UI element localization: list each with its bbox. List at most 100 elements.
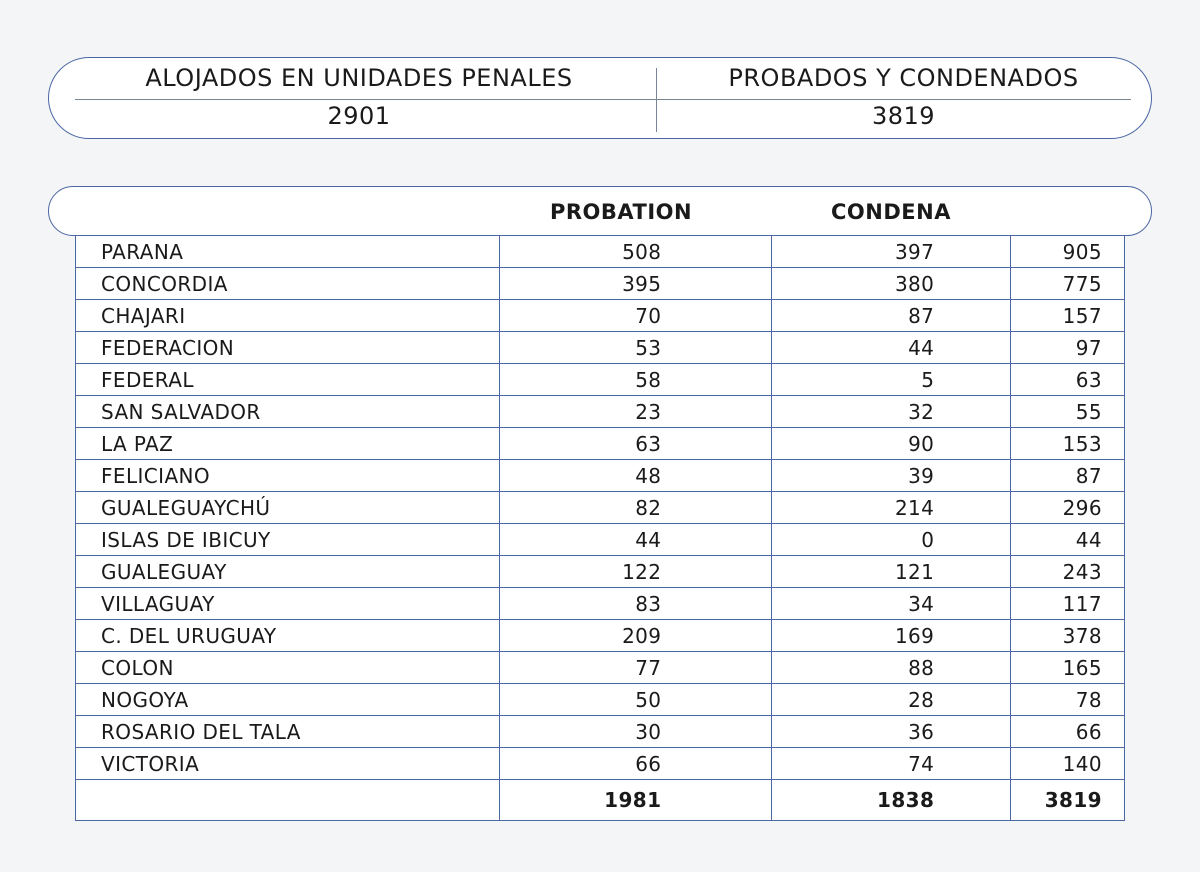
- total-cell: 153: [1010, 427, 1125, 460]
- probation-cell: 122: [498, 555, 773, 588]
- summary-box: ALOJADOS EN UNIDADES PENALES PROBADOS Y …: [48, 57, 1152, 139]
- department-cell: FELICIANO: [75, 459, 500, 492]
- probation-cell: 395: [498, 267, 773, 300]
- probation-cell: 63: [498, 427, 773, 460]
- table-row: SAN SALVADOR 23 32 55: [75, 395, 1125, 428]
- table-row: LA PAZ 63 90 153: [75, 427, 1125, 460]
- department-cell: FEDERAL: [75, 363, 500, 396]
- probation-cell: 66: [498, 747, 773, 780]
- condena-cell: 88: [771, 651, 1012, 684]
- total-department-cell: [75, 779, 500, 821]
- department-cell: LA PAZ: [75, 427, 500, 460]
- probation-cell: 209: [498, 619, 773, 652]
- probation-cell: 58: [498, 363, 773, 396]
- condena-cell: 90: [771, 427, 1012, 460]
- table-row: NOGOYA 50 28 78: [75, 683, 1125, 716]
- total-cell: 78: [1010, 683, 1125, 716]
- total-cell: 378: [1010, 619, 1125, 652]
- department-cell: GUALEGUAY: [75, 555, 500, 588]
- table-row: CHAJARI 70 87 157: [75, 299, 1125, 332]
- total-cell: 905: [1010, 235, 1125, 268]
- total-cell: 44: [1010, 523, 1125, 556]
- department-cell: GUALEGUAYCHÚ: [75, 491, 500, 524]
- divider: [656, 68, 657, 132]
- total-cell: 775: [1010, 267, 1125, 300]
- department-cell: CHAJARI: [75, 299, 500, 332]
- total-cell: 55: [1010, 395, 1125, 428]
- summary-value-alojados: 2901: [327, 102, 391, 130]
- total-probation-cell: 1981: [498, 779, 773, 821]
- probation-cell: 70: [498, 299, 773, 332]
- department-cell: ROSARIO DEL TALA: [75, 715, 500, 748]
- total-cell: 165: [1010, 651, 1125, 684]
- table-row: ISLAS DE IBICUY 44 0 44: [75, 523, 1125, 556]
- total-cell: 243: [1010, 555, 1125, 588]
- probation-cell: 508: [498, 235, 773, 268]
- probation-cell: 23: [498, 395, 773, 428]
- department-cell: NOGOYA: [75, 683, 500, 716]
- total-condena-cell: 1838: [771, 779, 1012, 821]
- table-row: VICTORIA 66 74 140: [75, 747, 1125, 780]
- table-row: C. DEL URUGUAY 209 169 378: [75, 619, 1125, 652]
- condena-cell: 32: [771, 395, 1012, 428]
- table-row: GUALEGUAY 122 121 243: [75, 555, 1125, 588]
- probation-cell: 53: [498, 331, 773, 364]
- department-cell: SAN SALVADOR: [75, 395, 500, 428]
- total-cell: 66: [1010, 715, 1125, 748]
- total-cell: 87: [1010, 459, 1125, 492]
- total-cell: 63: [1010, 363, 1125, 396]
- summary-header-probados: PROBADOS Y CONDENADOS: [728, 64, 1079, 92]
- condena-cell: 36: [771, 715, 1012, 748]
- department-cell: ISLAS DE IBICUY: [75, 523, 500, 556]
- total-cell: 117: [1010, 587, 1125, 620]
- total-cell: 296: [1010, 491, 1125, 524]
- department-cell: COLON: [75, 651, 500, 684]
- probation-cell: 30: [498, 715, 773, 748]
- condena-cell: 214: [771, 491, 1012, 524]
- condena-cell: 34: [771, 587, 1012, 620]
- data-table: PARANA 508 397 905 CONCORDIA 395 380 775 CHAJARI…: [75, 235, 1125, 821]
- total-total-cell: 3819: [1010, 779, 1125, 821]
- condena-cell: 39: [771, 459, 1012, 492]
- table-row: CONCORDIA 395 380 775: [75, 267, 1125, 300]
- probation-cell: 83: [498, 587, 773, 620]
- totals-row: 1981 1838 3819: [75, 779, 1125, 821]
- table-row: COLON 77 88 165: [75, 651, 1125, 684]
- table-row: FEDERACION 53 44 97: [75, 331, 1125, 364]
- probation-cell: 48: [498, 459, 773, 492]
- total-cell: 140: [1010, 747, 1125, 780]
- condena-cell: 5: [771, 363, 1012, 396]
- table-row: ROSARIO DEL TALA 30 36 66: [75, 715, 1125, 748]
- probation-cell: 82: [498, 491, 773, 524]
- condena-cell: 74: [771, 747, 1012, 780]
- table-row: FEDERAL 58 5 63: [75, 363, 1125, 396]
- table-row: FELICIANO 48 39 87: [75, 459, 1125, 492]
- condena-cell: 169: [771, 619, 1012, 652]
- divider: [75, 99, 1131, 100]
- total-cell: 97: [1010, 331, 1125, 364]
- table-header: PROBATION CONDENA: [48, 186, 1152, 236]
- table-row: PARANA 508 397 905: [75, 235, 1125, 268]
- condena-cell: 28: [771, 683, 1012, 716]
- department-cell: FEDERACION: [75, 331, 500, 364]
- department-cell: VILLAGUAY: [75, 587, 500, 620]
- condena-cell: 87: [771, 299, 1012, 332]
- summary-value-probados: 3819: [871, 102, 936, 130]
- department-cell: VICTORIA: [75, 747, 500, 780]
- table-row: VILLAGUAY 83 34 117: [75, 587, 1125, 620]
- probation-cell: 77: [498, 651, 773, 684]
- column-header-condena: CONDENA: [831, 200, 951, 224]
- department-cell: PARANA: [75, 235, 500, 268]
- condena-cell: 380: [771, 267, 1012, 300]
- condena-cell: 397: [771, 235, 1012, 268]
- department-cell: CONCORDIA: [75, 267, 500, 300]
- condena-cell: 44: [771, 331, 1012, 364]
- total-cell: 157: [1010, 299, 1125, 332]
- department-cell: C. DEL URUGUAY: [75, 619, 500, 652]
- condena-cell: 121: [771, 555, 1012, 588]
- probation-cell: 44: [498, 523, 773, 556]
- table-row: GUALEGUAYCHÚ 82 214 296: [75, 491, 1125, 524]
- summary-header-alojados: ALOJADOS EN UNIDADES PENALES: [145, 64, 573, 92]
- condena-cell: 0: [771, 523, 1012, 556]
- probation-cell: 50: [498, 683, 773, 716]
